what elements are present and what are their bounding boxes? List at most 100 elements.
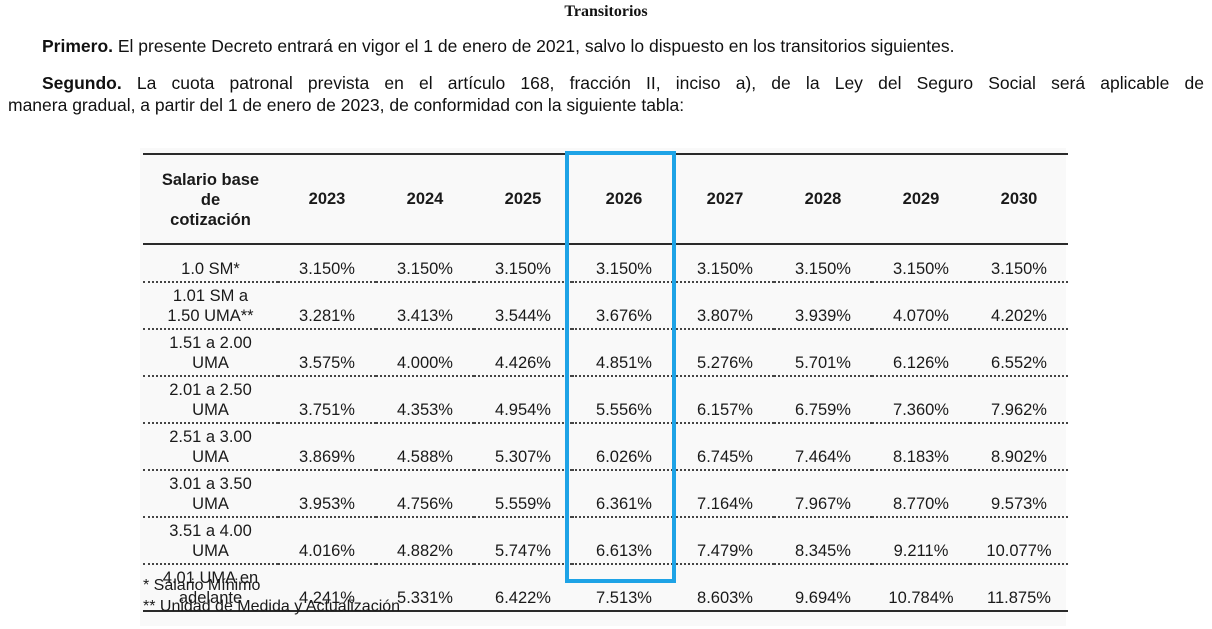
row-label: 2.01 a 2.50 UMA [143, 376, 278, 424]
contribution-table: Salario base de cotización 2023 2024 202… [143, 153, 1068, 612]
table-row: 3.51 a 4.00 UMA 4.016% 4.882% 5.747% 6.613% 7.… [143, 517, 1068, 565]
row-label-line: UMA [192, 448, 229, 466]
rate-cell: 5.747% [474, 517, 572, 565]
header-label-line: cotización [170, 211, 251, 229]
row-label-line: adelante [178, 589, 243, 607]
rate-cell: 3.150% [970, 244, 1068, 283]
rate-cell: 10.077% [970, 517, 1068, 565]
paragraph-primero: Primero. El presente Decreto entrará en … [42, 36, 1202, 57]
rate-cell: 3.676% [572, 282, 676, 330]
rate-cell: 8.183% [872, 423, 970, 471]
rate-cell: 4.756% [376, 470, 474, 518]
rate-cell: 6.157% [676, 376, 774, 424]
row-label: 3.51 a 4.00 UMA [143, 517, 278, 565]
table-row: 1.0 SM* 3.150% 3.150% 3.150% 3.150% 3.150% 3.1… [143, 244, 1068, 283]
row-label-line: 4.01 UMA en [162, 569, 259, 587]
rate-cell: 8.770% [872, 470, 970, 518]
rate-cell: 3.150% [474, 244, 572, 283]
row-label: 1.01 SM a 1.50 UMA** [143, 282, 278, 330]
row-label: 3.01 a 3.50 UMA [143, 470, 278, 518]
row-label-line: UMA [192, 354, 229, 372]
rate-cell: 7.962% [970, 376, 1068, 424]
row-label-line: UMA [192, 495, 229, 513]
rate-cell: 6.759% [774, 376, 872, 424]
rate-cell: 4.882% [376, 517, 474, 565]
rate-cell: 3.150% [376, 244, 474, 283]
rate-cell: 5.701% [774, 329, 872, 377]
table-row: 3.01 a 3.50 UMA 3.953% 4.756% 5.559% 6.361% 7.… [143, 470, 1068, 518]
rate-cell: 6.745% [676, 423, 774, 471]
header-year: 2025 [474, 153, 572, 245]
rate-cell: 9.694% [774, 564, 872, 612]
header-year: 2023 [278, 153, 376, 245]
paragraph-lead: Primero. [42, 36, 113, 56]
rate-cell: 4.954% [474, 376, 572, 424]
rate-cell: 4.000% [376, 329, 474, 377]
rate-cell: 6.552% [970, 329, 1068, 377]
table-header-row: Salario base de cotización 2023 2024 202… [143, 153, 1068, 245]
rate-cell: 5.307% [474, 423, 572, 471]
rate-cell: 5.331% [376, 564, 474, 612]
row-label: 4.01 UMA en adelante [143, 564, 278, 612]
row-label-line: 1.0 SM* [181, 260, 240, 278]
paragraph-text: El presente Decreto entrará en vigor el … [113, 36, 955, 56]
row-label-line: 3.01 a 3.50 [169, 475, 252, 493]
header-year: 2029 [872, 153, 970, 245]
row-label-line: UMA [192, 542, 229, 560]
header-year: 2028 [774, 153, 872, 245]
rate-cell: 5.556% [572, 376, 676, 424]
table-row: 1.01 SM a 1.50 UMA** 3.281% 3.413% 3.544% 3.6… [143, 282, 1068, 330]
rate-cell: 4.353% [376, 376, 474, 424]
rate-cell: 3.150% [774, 244, 872, 283]
rate-cell: 3.544% [474, 282, 572, 330]
header-year: 2027 [676, 153, 774, 245]
paragraph-lead: Segundo. [42, 73, 122, 93]
rate-cell: 6.361% [572, 470, 676, 518]
rate-cell: 3.281% [278, 282, 376, 330]
rate-cell: 7.164% [676, 470, 774, 518]
table-row: 2.01 a 2.50 UMA 3.751% 4.353% 4.954% 5.556% 6.… [143, 376, 1068, 424]
rate-cell: 6.613% [572, 517, 676, 565]
rate-cell: 7.464% [774, 423, 872, 471]
header-label-line: Salario base [161, 171, 260, 189]
paragraph-text: La cuota patronal prevista en el artícul… [121, 73, 1204, 93]
rate-cell: 3.413% [376, 282, 474, 330]
header-salary-base: Salario base de cotización [143, 153, 278, 245]
row-label-line: 1.01 SM a [172, 287, 249, 305]
rate-cell: 5.276% [676, 329, 774, 377]
rate-cell: 8.345% [774, 517, 872, 565]
rate-cell: 8.902% [970, 423, 1068, 471]
header-year: 2024 [376, 153, 474, 245]
rate-cell: 3.150% [278, 244, 376, 283]
rate-cell: 7.967% [774, 470, 872, 518]
rate-cell: 9.573% [970, 470, 1068, 518]
paragraph-segundo: Segundo. La cuota patronal prevista en e… [42, 73, 1204, 94]
table-row: 2.51 a 3.00 UMA 3.869% 4.588% 5.307% 6.026% 6.… [143, 423, 1068, 471]
rate-cell: 3.869% [278, 423, 376, 471]
footnote: ** Unidad de Medida y Actualización [143, 598, 401, 615]
row-label: 2.51 a 3.00 UMA [143, 423, 278, 471]
header-label-line: de [200, 191, 221, 209]
rate-cell: 3.575% [278, 329, 376, 377]
row-label-line: 3.51 a 4.00 [169, 522, 252, 540]
row-label-line: 2.01 a 2.50 [169, 381, 252, 399]
rate-cell: 3.150% [572, 244, 676, 283]
rate-cell: 7.513% [572, 564, 676, 612]
paragraph-segundo-continuation: manera gradual, a partir del 1 de enero … [8, 95, 685, 115]
rate-cell: 4.588% [376, 423, 474, 471]
rate-cell: 4.070% [872, 282, 970, 330]
row-label: 1.51 a 2.00 UMA [143, 329, 278, 377]
rate-cell: 3.150% [872, 244, 970, 283]
table-row: 4.01 UMA en adelante 4.241% 5.331% 6.422% 7.5… [143, 564, 1068, 612]
rate-cell: 10.784% [872, 564, 970, 612]
rate-cell: 4.241% [278, 564, 376, 612]
rate-cell: 3.939% [774, 282, 872, 330]
row-label-line: UMA [192, 401, 229, 419]
rate-cell: 4.851% [572, 329, 676, 377]
rate-cell: 6.422% [474, 564, 572, 612]
rate-cell: 3.150% [676, 244, 774, 283]
header-year: 2030 [970, 153, 1068, 245]
header-year: 2026 [572, 153, 676, 245]
row-label: 1.0 SM* [143, 244, 278, 283]
rate-cell: 11.875% [970, 564, 1068, 612]
